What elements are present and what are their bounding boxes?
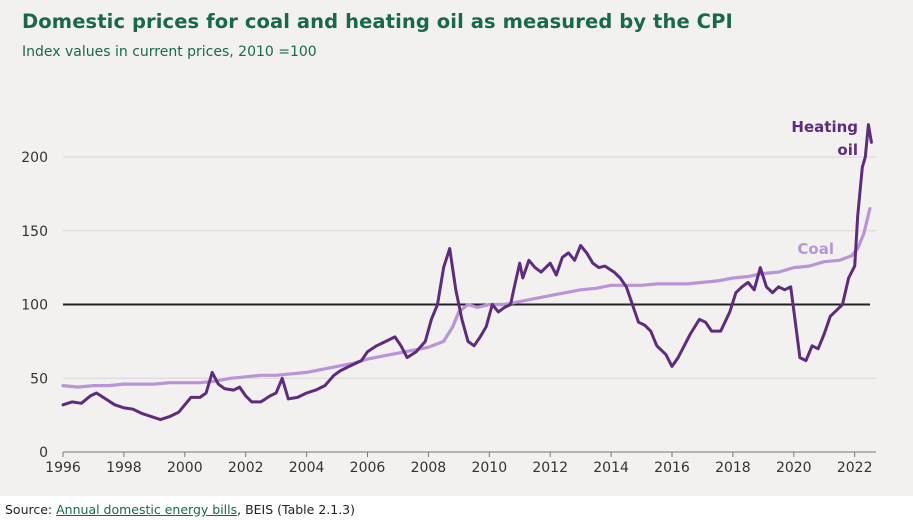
line-chart: 0 50 100 150 200 1996 1998 2000 2002 2004 2006 2008… bbox=[21, 118, 876, 476]
chart-panel bbox=[0, 0, 913, 496]
source-prefix: Source: bbox=[5, 502, 57, 517]
source-suffix: , BEIS (Table 2.1.3) bbox=[237, 502, 355, 517]
x-tick-label-2016: 2016 bbox=[654, 460, 690, 476]
y-tick-label-0: 0 bbox=[39, 445, 48, 461]
x-tick-label-1996: 1996 bbox=[45, 460, 81, 476]
series-line-heating-oil bbox=[61, 123, 873, 422]
y-tick-label-100: 100 bbox=[21, 298, 48, 314]
y-tick-label-150: 150 bbox=[21, 224, 48, 240]
x-tick-label-2020: 2020 bbox=[776, 460, 812, 476]
y-tick-label-200: 200 bbox=[21, 150, 48, 166]
x-tick-label-2022: 2022 bbox=[837, 460, 873, 476]
y-tick-label-50: 50 bbox=[30, 371, 48, 387]
source-note: Source: Annual domestic energy bills, BE… bbox=[5, 502, 355, 517]
series-label-heating-oil-line-1: Heating bbox=[791, 118, 858, 136]
chart-title: Domestic prices for coal and heating oil… bbox=[22, 10, 733, 33]
chart-subtitle: Index values in current prices, 2010 =10… bbox=[22, 44, 317, 60]
series-line-coal bbox=[61, 207, 872, 389]
x-tick-label-2002: 2002 bbox=[228, 460, 264, 476]
x-tick-label-2006: 2006 bbox=[350, 460, 386, 476]
x-tick-label-2012: 2012 bbox=[532, 460, 568, 476]
x-tick-label-2000: 2000 bbox=[167, 460, 203, 476]
x-tick-label-2018: 2018 bbox=[715, 460, 751, 476]
series-label-coal: Coal bbox=[797, 240, 834, 258]
x-tick-label-2014: 2014 bbox=[593, 460, 629, 476]
x-tick-label-1998: 1998 bbox=[106, 460, 142, 476]
x-tick-label-2008: 2008 bbox=[411, 460, 447, 476]
x-tick-label-2010: 2010 bbox=[471, 460, 507, 476]
x-tick-label-2004: 2004 bbox=[289, 460, 325, 476]
series-label-heating-oil-line-2: oil bbox=[837, 141, 858, 159]
source-link[interactable]: Annual domestic energy bills bbox=[56, 502, 238, 517]
